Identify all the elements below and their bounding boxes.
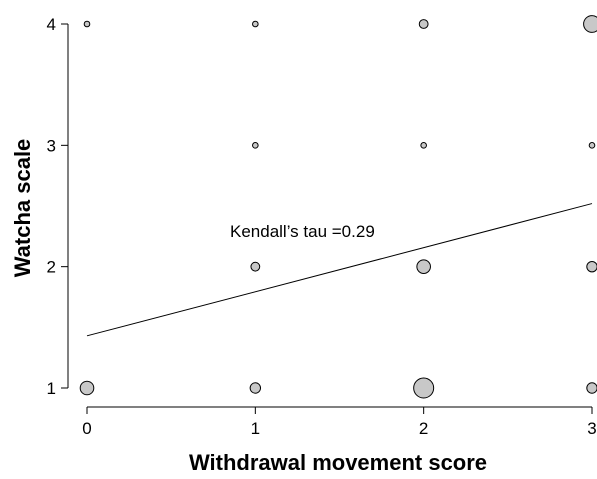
y-tick-label-4: 4 [47,15,56,34]
data-point-3 [586,382,597,394]
data-point-13 [583,15,597,33]
x-axis-title: Withdrawal movement score [189,450,487,475]
x-tick-label-3: 3 [587,419,596,438]
data-point-4 [250,261,261,272]
data-point-12 [418,19,429,29]
trend-line [86,203,593,337]
trend-line-group [86,203,593,337]
kendall-annotation: Kendall’s tau =0.29 [230,222,375,241]
y-tick-label-2: 2 [47,258,56,277]
data-point-6 [586,260,597,273]
y-axis-title: Watcha scale [10,139,35,278]
y-tick-label-3: 3 [47,136,56,155]
axes: 1 2 3 4 0 1 2 3 [47,15,597,438]
x-tick-label-0: 0 [82,419,91,438]
x-tick-label-1: 1 [251,419,260,438]
data-point-11 [252,20,259,28]
data-point-2 [413,377,435,399]
data-point-0 [79,380,95,396]
data-point-1 [249,382,262,394]
points-group [79,15,597,399]
data-point-7 [252,142,259,149]
data-point-8 [420,142,427,149]
y-tick-label-1: 1 [47,379,56,398]
data-point-5 [416,259,431,274]
x-tick-label-2: 2 [419,419,428,438]
data-point-10 [83,20,91,28]
data-point-9 [588,142,596,149]
